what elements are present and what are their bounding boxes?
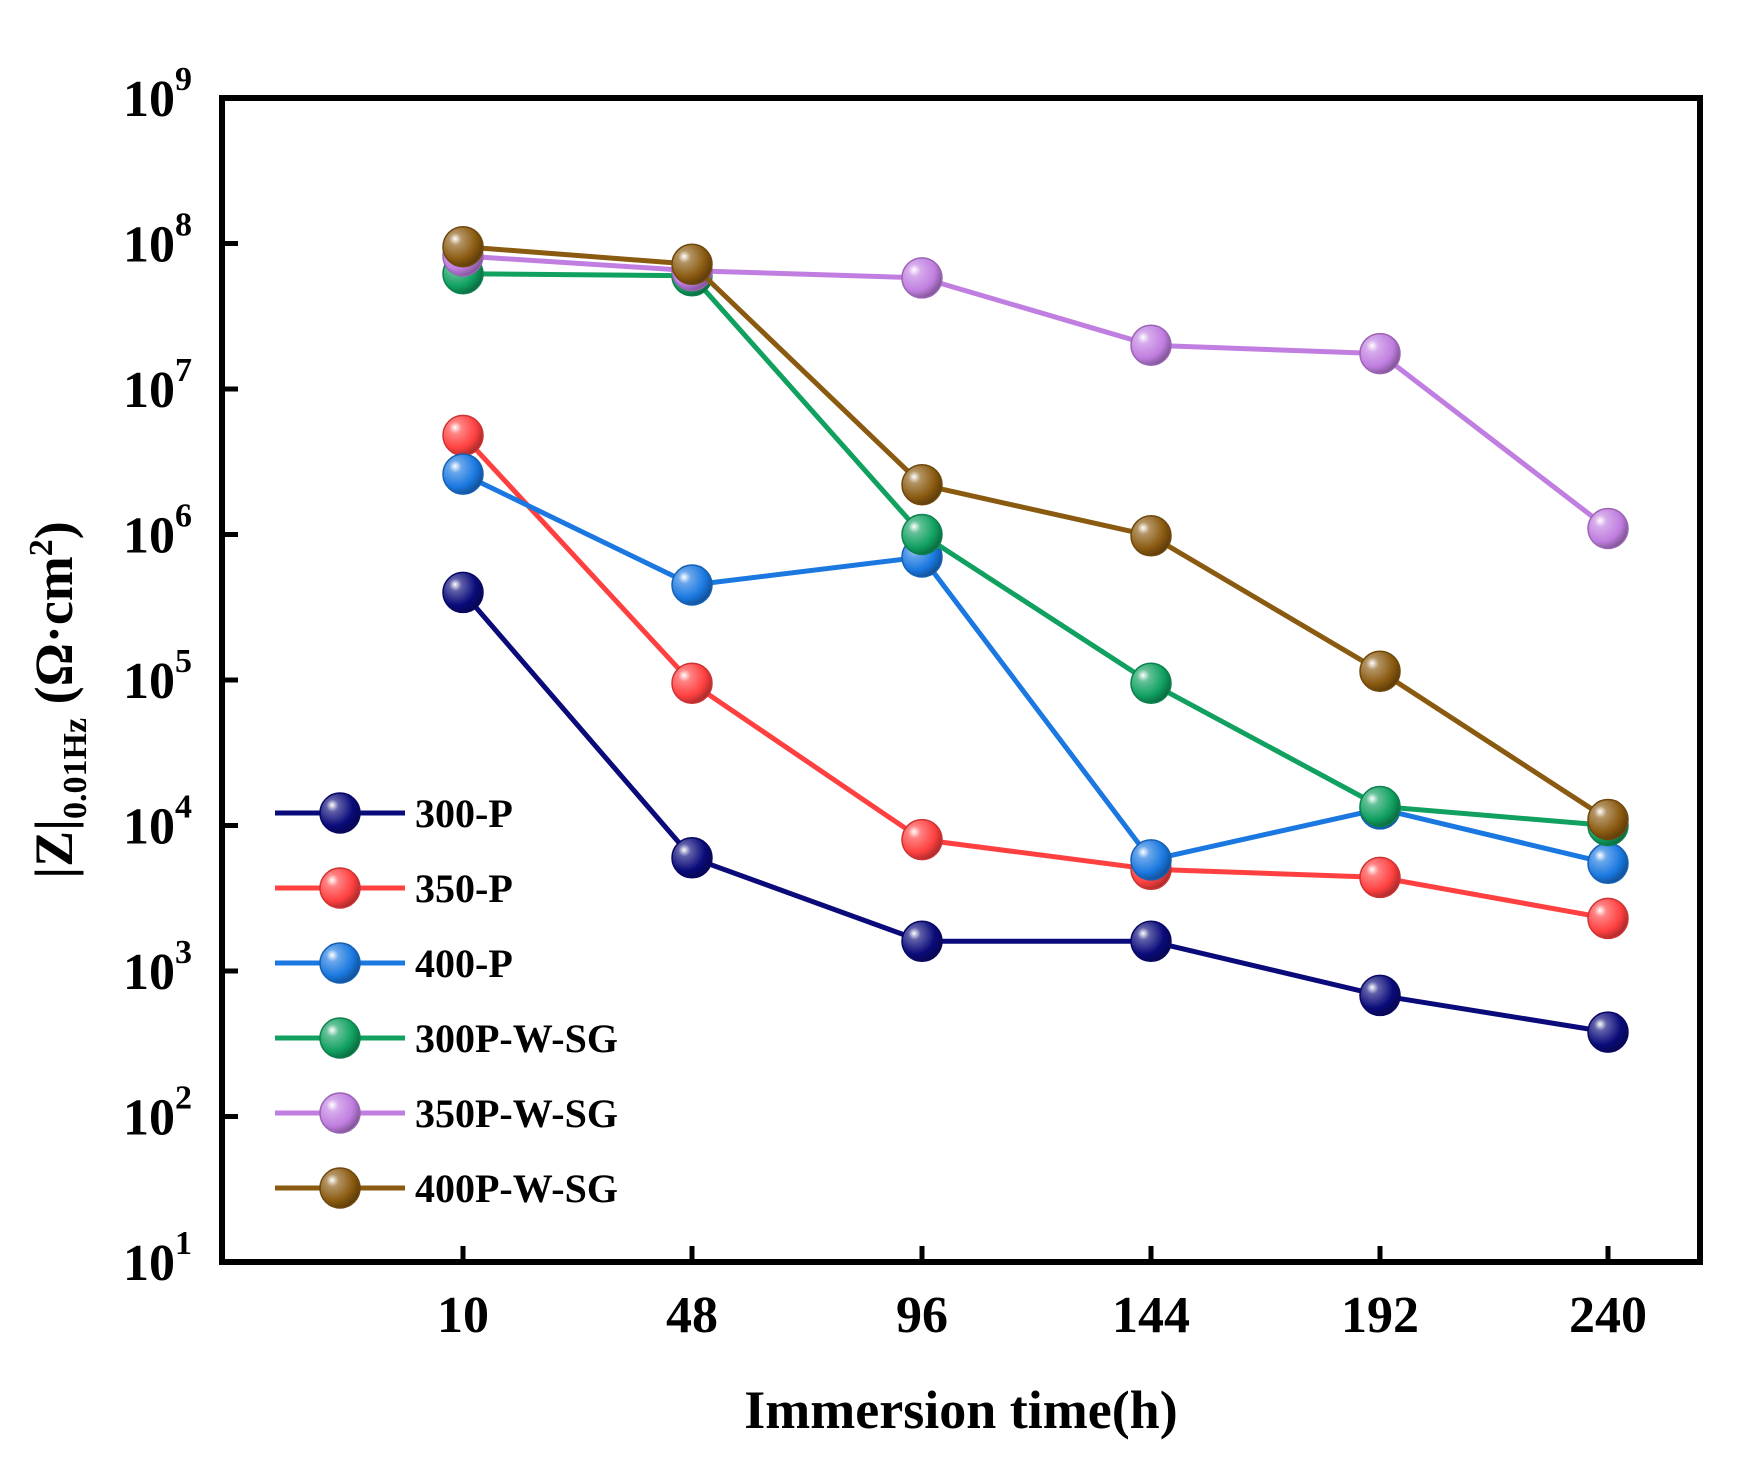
y-tick-label: 105 xyxy=(123,643,192,710)
data-point xyxy=(442,414,484,457)
series-350P-W-SG xyxy=(442,235,1629,550)
data-point xyxy=(671,564,713,606)
data-point xyxy=(901,463,943,506)
data-point xyxy=(1587,798,1629,841)
x-tick-label: 48 xyxy=(666,1287,718,1344)
x-tick-label: 10 xyxy=(437,1287,489,1344)
svg-text:|Z|0.01Hz (Ω·cm2): |Z|0.01Hz (Ω·cm2) xyxy=(23,521,94,879)
y-axis-title: |Z|0.01Hz (Ω·cm2) xyxy=(23,521,94,879)
data-point xyxy=(901,920,943,963)
data-point xyxy=(442,225,484,268)
legend-marker xyxy=(319,867,361,909)
x-tick-label: 96 xyxy=(896,1287,948,1344)
legend-item-400-P: 400-P xyxy=(275,941,513,986)
data-point xyxy=(1130,324,1172,366)
data-point xyxy=(671,662,713,704)
legend-marker xyxy=(319,792,361,834)
legend-item-300P-W-SG: 300P-W-SG xyxy=(275,1016,618,1061)
y-tick-label: 108 xyxy=(123,207,192,274)
data-point xyxy=(1130,515,1172,557)
data-point xyxy=(901,818,943,861)
axes-layer: 101 102 103 104 105 106 107 108 109 10 48 96 144 192 2… xyxy=(123,61,1703,1344)
legend-marker xyxy=(319,1167,361,1209)
x-axis-title: Immersion time(h) xyxy=(744,1380,1177,1440)
legend: 300-P 350-P 400-P 300P-W-SG 350P-W-SG 400P-W-… xyxy=(275,791,618,1211)
series-400-P xyxy=(442,453,1629,885)
data-point xyxy=(1587,842,1629,885)
data-point xyxy=(901,257,943,299)
data-point xyxy=(1587,507,1629,550)
legend-label: 300-P xyxy=(415,791,513,836)
legend-marker xyxy=(319,1092,361,1134)
y-tick-label: 102 xyxy=(123,1080,192,1147)
series-line xyxy=(461,433,1609,921)
legend-item-300-P: 300-P xyxy=(275,791,513,836)
series-layer xyxy=(442,225,1629,1053)
data-point xyxy=(1130,839,1172,881)
legend-marker xyxy=(319,1017,361,1059)
data-point xyxy=(1359,974,1401,1017)
y-title-subscript: 0.01Hz xyxy=(57,718,94,819)
data-point xyxy=(1587,897,1629,940)
y-title-unit-exponent: 2 xyxy=(23,539,60,556)
series-line xyxy=(462,253,1610,531)
series-line xyxy=(462,244,1610,822)
legend-item-400P-W-SG: 400P-W-SG xyxy=(275,1166,618,1211)
y-tick-label: 107 xyxy=(123,352,192,419)
data-point xyxy=(1130,920,1172,963)
legend-label: 400-P xyxy=(415,941,513,986)
y-tick-label: 106 xyxy=(123,498,192,565)
data-point xyxy=(1359,332,1401,375)
y-title-unit: (Ω·cm xyxy=(24,556,84,718)
y-tick-label: 101 xyxy=(123,1225,192,1292)
x-tick-label: 144 xyxy=(1112,1287,1190,1344)
series-400P-W-SG xyxy=(442,225,1629,841)
y-tick-label: 104 xyxy=(123,789,192,856)
legend-label: 400P-W-SG xyxy=(415,1166,618,1211)
data-point xyxy=(442,453,484,495)
x-tick-label: 192 xyxy=(1341,1287,1419,1344)
data-point xyxy=(1359,856,1401,899)
data-point xyxy=(1359,785,1401,828)
series-300-P xyxy=(442,571,1629,1053)
legend-label: 350-P xyxy=(415,866,513,911)
legend-label: 300P-W-SG xyxy=(415,1016,618,1061)
legend-item-350-P: 350-P xyxy=(275,866,513,911)
data-point xyxy=(1130,662,1172,704)
data-point xyxy=(1359,650,1401,692)
legend-marker xyxy=(319,942,361,984)
series-350-P xyxy=(442,414,1629,940)
data-point xyxy=(671,837,713,879)
series-line xyxy=(462,271,1609,828)
y-tick-label: 109 xyxy=(123,61,192,128)
series-line xyxy=(461,471,1609,866)
y-title-main: |Z| xyxy=(24,819,84,879)
x-tick-label: 240 xyxy=(1569,1287,1647,1344)
legend-item-350P-W-SG: 350P-W-SG xyxy=(275,1091,618,1136)
legend-label: 350P-W-SG xyxy=(415,1091,618,1136)
data-point xyxy=(442,571,484,614)
y-title-unit-close: ) xyxy=(24,521,84,539)
data-point xyxy=(1587,1011,1629,1053)
data-point xyxy=(671,243,713,286)
data-point xyxy=(901,513,943,556)
series-line xyxy=(461,590,1609,1035)
y-tick-label: 103 xyxy=(123,934,192,1001)
